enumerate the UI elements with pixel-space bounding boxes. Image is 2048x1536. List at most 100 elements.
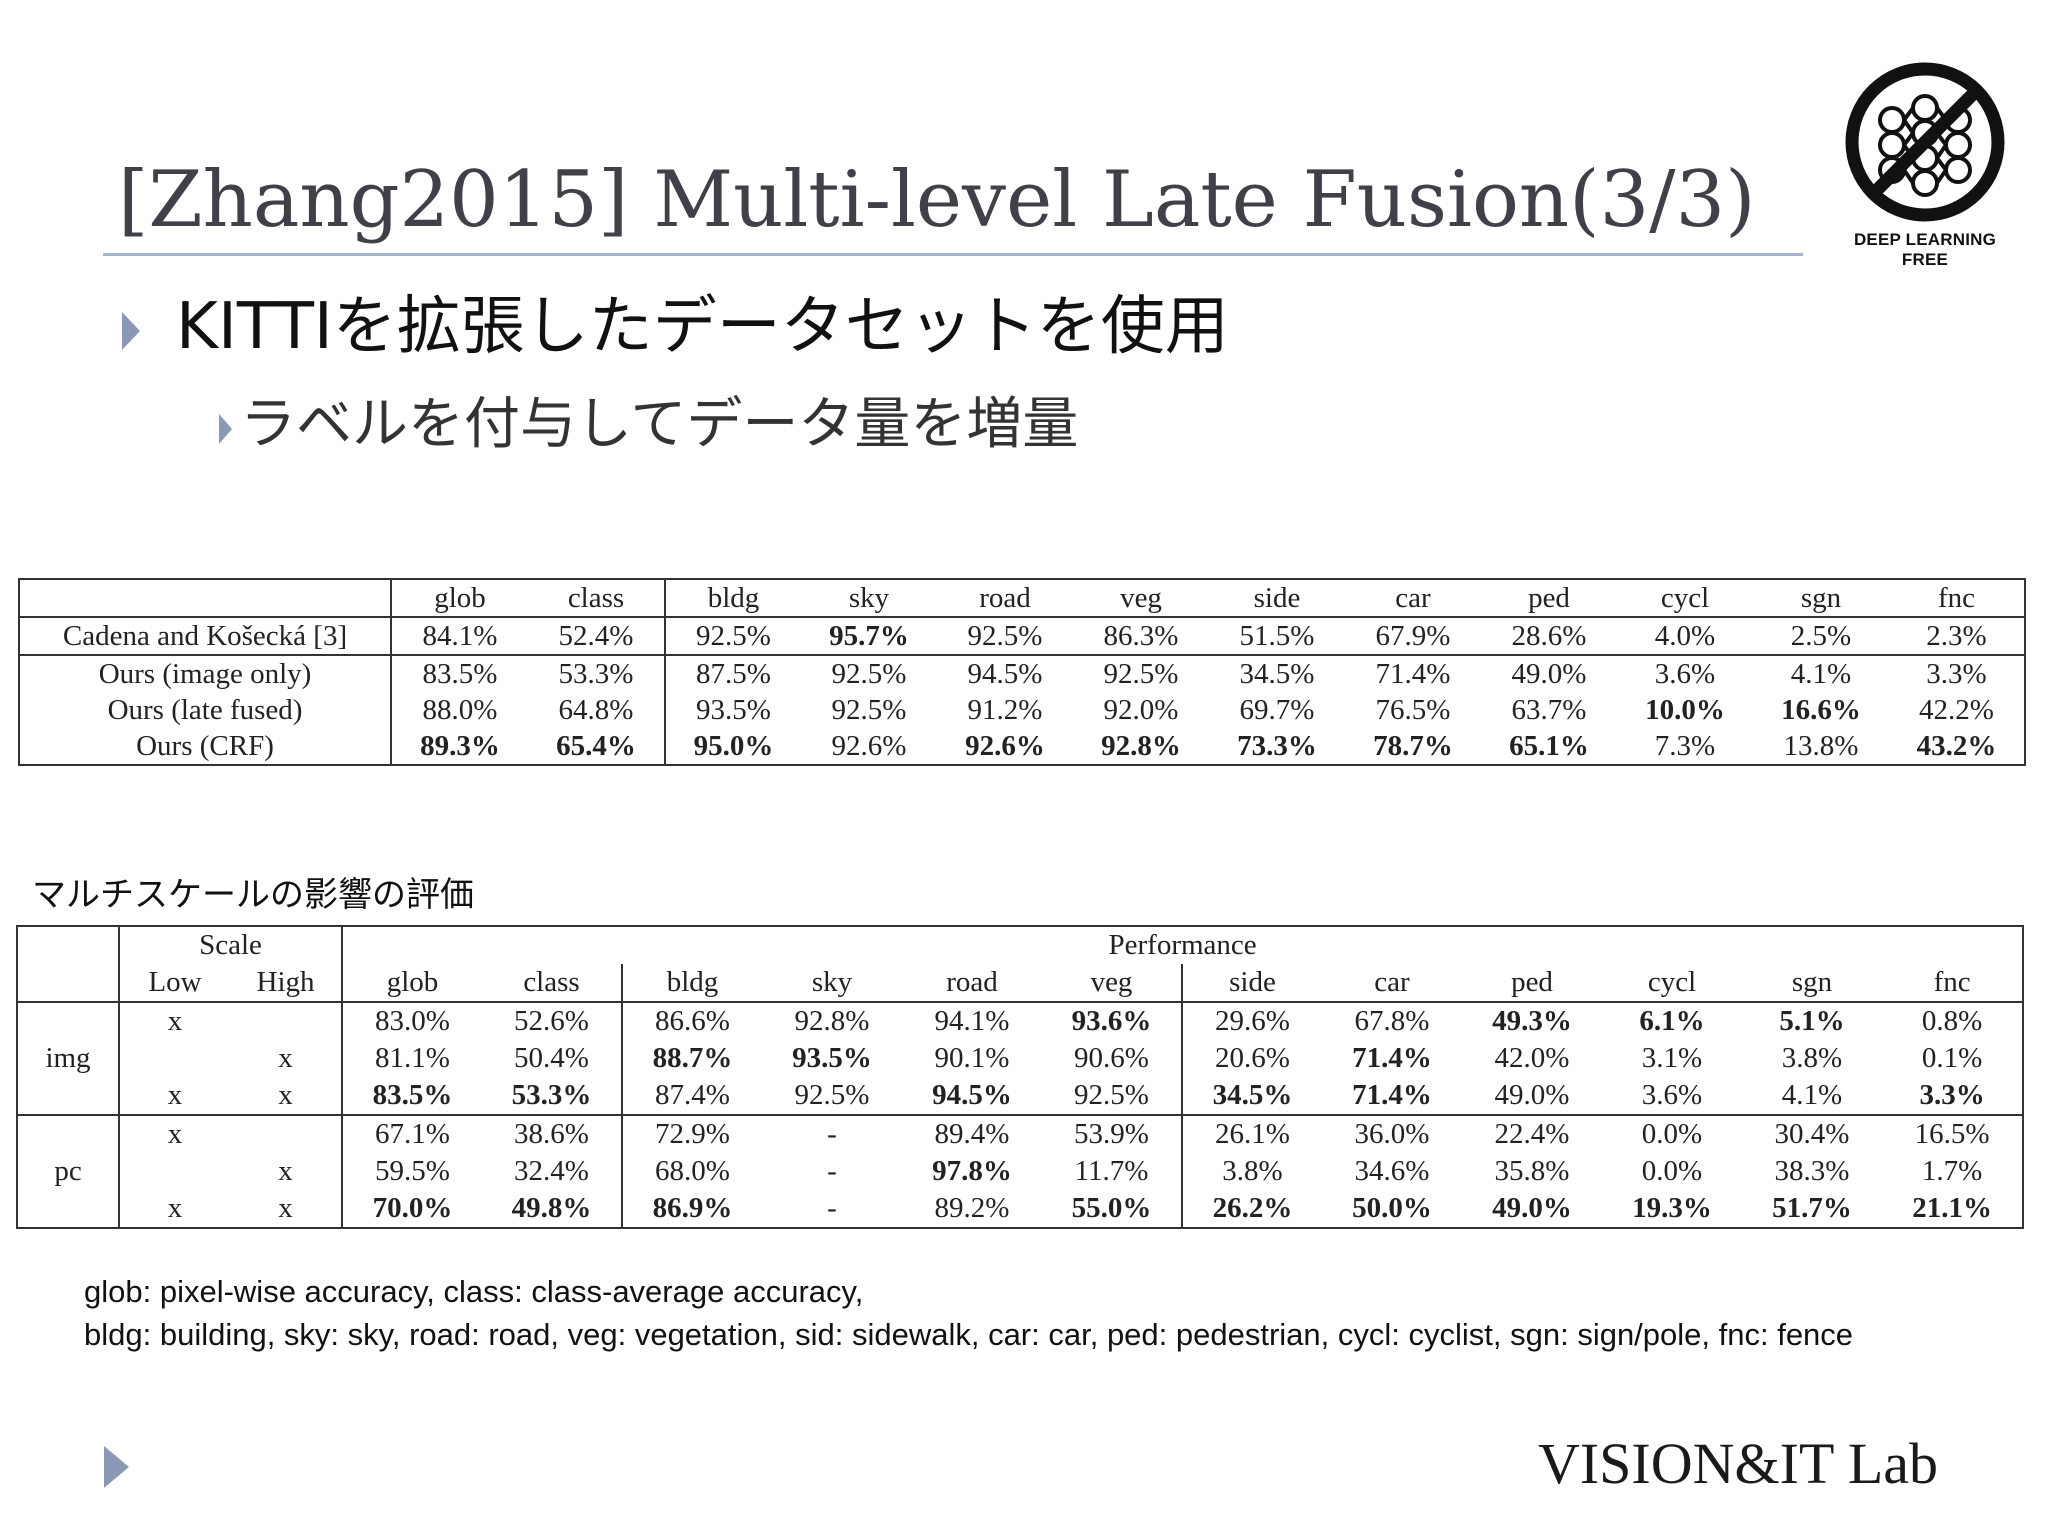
table-cell: 64.8% (558, 694, 634, 726)
abbreviation-legend: glob: pixel-wise accuracy, class: class-… (84, 1270, 1853, 1356)
column-header: class (567, 582, 625, 614)
table-cell: 67.8% (1354, 1005, 1430, 1037)
table-cell: 34.5% (1181, 1077, 1322, 1115)
table-cell: 91.2% (967, 694, 1043, 726)
table-cell: 3.8% (1781, 1042, 1843, 1074)
table-cell: 92.5% (1073, 654, 1209, 692)
table-cell: 55.0% (1071, 1192, 1152, 1224)
lab-brand: VISION&IT Lab (1537, 1431, 1938, 1496)
table-cell: 7.3% (1654, 730, 1716, 762)
table-cell: - (762, 1114, 902, 1153)
table-cell: 88.7% (621, 1040, 762, 1077)
table-cell: 2.5% (1753, 616, 1889, 655)
column-header: side (1181, 964, 1322, 1003)
table-cell: 49.0% (1481, 654, 1617, 692)
column-header: bldg (621, 964, 762, 1003)
title-divider (103, 253, 1803, 256)
table-cell: 71.4% (1352, 1042, 1432, 1074)
table-cell: 53.3% (528, 654, 665, 692)
column-header: glob (390, 579, 528, 617)
table-cell: 76.5% (1375, 694, 1451, 726)
column-header: class (482, 964, 622, 1003)
table-row: img x 83.0% 52.6% 86.6% 92.8% 94.1% 93.6% 29.6% 6… (17, 1002, 2023, 1074)
table-cell: 93.5% (664, 692, 801, 728)
column-header: High (230, 964, 342, 1003)
scale-low-mark: x (118, 1002, 230, 1040)
column-header: sgn (1800, 582, 1842, 614)
table-cell: 0.8% (1921, 1005, 1983, 1037)
table-cell: 71.4% (1352, 1079, 1432, 1111)
table-cell: 5.1% (1779, 1005, 1845, 1037)
table-cell: 67.9% (1345, 616, 1481, 655)
table-cell: 51.5% (1209, 616, 1345, 655)
table-cell: 92.5% (664, 616, 801, 655)
scale-low-mark (118, 1040, 230, 1077)
column-header: veg (1042, 964, 1182, 1003)
table-cell: 68.0% (621, 1153, 762, 1190)
table-cell: 86.6% (621, 1002, 762, 1040)
table-cell: 83.5% (390, 654, 528, 692)
table-cell: 97.8% (932, 1155, 1012, 1187)
table-cell: 4.0% (1617, 616, 1753, 655)
table-cell: 53.3% (511, 1079, 592, 1111)
scale-low-mark: x (118, 1114, 230, 1153)
row-group-label: pc (17, 1114, 119, 1228)
table-cell: 83.0% (341, 1002, 482, 1040)
column-header: road (979, 582, 1031, 614)
scale-high-mark (230, 1002, 342, 1040)
scale-low-mark: x (118, 1077, 230, 1115)
table-cell: 84.1% (390, 616, 528, 655)
group-header-row: Scale Performance (17, 926, 2024, 1003)
header-corner (17, 926, 119, 1003)
bullet-sub: ラベルを付与してデータ量を増量 (240, 392, 1079, 457)
table-cell: 34.5% (1209, 654, 1345, 692)
scale-group-header: Scale (118, 926, 342, 964)
table-cell: 42.0% (1494, 1042, 1570, 1074)
column-header: sky (762, 964, 902, 1003)
column-header: Low (118, 964, 230, 1003)
table-cell: 11.7% (1074, 1155, 1149, 1187)
table-cell: 35.8% (1494, 1155, 1570, 1187)
table-cell: 16.6% (1781, 694, 1861, 726)
row-label: Ours (late fused) (107, 694, 303, 726)
table-cell: 50.0% (1352, 1192, 1432, 1224)
slide-title: [Zhang2015] Multi-level Late Fusion(3/3) (118, 155, 1756, 245)
table-cell: 20.6% (1181, 1040, 1322, 1077)
table-cell: 88.0% (390, 692, 528, 728)
column-header: fnc (1882, 964, 2024, 1003)
table-cell: 92.6% (965, 730, 1045, 762)
column-header: ped (1528, 582, 1570, 614)
column-header: car (1322, 964, 1462, 1003)
table-cell: 94.1% (934, 1005, 1010, 1037)
table-cell: 89.4% (902, 1114, 1042, 1153)
column-header: road (902, 964, 1042, 1003)
table-cell: 3.3% (1919, 1079, 1985, 1111)
table-cell: 92.6% (831, 730, 907, 762)
table-cell: 78.7% (1373, 730, 1453, 762)
table-row: x x 83.5% 53.3% 87.4% 92.5% 94.5% 92.5% 34.5% 71.… (17, 1077, 2023, 1115)
row-label: Ours (image only) (19, 654, 391, 692)
table-cell: 52.6% (514, 1005, 589, 1037)
deep-learning-free-logo: DEEP LEARNING FREE (1835, 62, 2015, 269)
row-label: Cadena and Košecká [3] (19, 616, 391, 655)
table-cell: 42.2% (1919, 694, 1994, 726)
column-header-row: Low High glob class bldg sky road veg side car ped… (17, 964, 2024, 1003)
table-cell: 92.5% (801, 654, 937, 692)
column-header: car (1395, 582, 1431, 614)
header-corner (19, 579, 391, 617)
table-cell: 89.3% (390, 728, 528, 765)
row-group-label: img (45, 1042, 91, 1074)
table-cell: 65.4% (556, 730, 636, 762)
table-cell: 59.5% (341, 1153, 482, 1190)
table-cell: 3.1% (1641, 1042, 1703, 1074)
table-cell: 36.0% (1322, 1114, 1462, 1153)
column-header: glob (341, 964, 482, 1003)
table-cell: 92.5% (794, 1079, 870, 1111)
table-cell: 71.4% (1345, 654, 1481, 692)
table-cell: 34.6% (1354, 1155, 1430, 1187)
column-header: veg (1120, 582, 1162, 614)
table-cell: 90.1% (934, 1042, 1010, 1074)
table-cell: 95.7% (801, 616, 937, 655)
table-cell: 50.4% (514, 1042, 589, 1074)
table-row: pc x 67.1% 38.6% 72.9% -89.4% 53.9% 26.1% 36.0% 2… (17, 1114, 2024, 1228)
